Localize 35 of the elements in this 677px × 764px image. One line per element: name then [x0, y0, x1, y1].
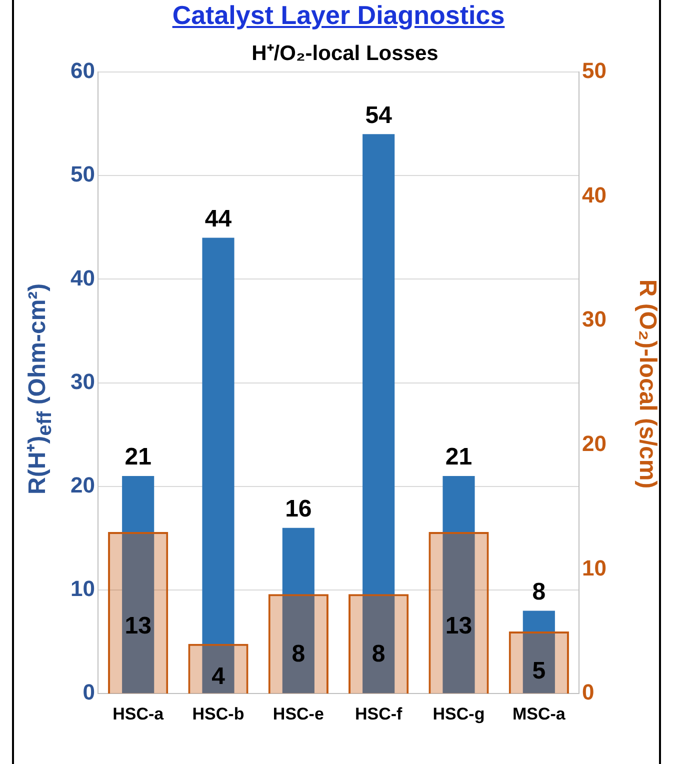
data-label: 21 — [445, 444, 472, 471]
y2-tick-label: 40 — [582, 182, 606, 208]
y-tick-label: 30 — [70, 368, 95, 394]
data-label: 8 — [292, 640, 306, 668]
y-tick-label: 50 — [70, 162, 95, 187]
x-tick-label: HSC-e — [272, 704, 324, 724]
y-tick-label: 10 — [70, 576, 95, 602]
x-tick-label: MSC-a — [512, 704, 566, 724]
data-label: 16 — [285, 495, 312, 522]
data-label: 54 — [365, 102, 393, 129]
y-tick-label: 0 — [82, 680, 95, 705]
data-label: 5 — [532, 657, 546, 684]
y2-axis-title: R (O₂)-local (s/cm) — [633, 278, 661, 491]
x-tick-label: HSC-a — [112, 704, 164, 724]
y2-tick-label: 0 — [582, 680, 594, 705]
y-tick-label: 60 — [70, 58, 95, 84]
x-tick-label: HSC-b — [192, 704, 244, 724]
data-label: 4 — [212, 662, 226, 690]
y2-tick-label: 50 — [582, 58, 606, 84]
data-label: 8 — [372, 640, 386, 668]
y-tick-label: 40 — [70, 265, 95, 290]
x-tick-label: HSC-f — [354, 704, 403, 724]
bar — [348, 594, 409, 694]
chart-title: Catalyst Layer Diagnostics — [171, 0, 506, 31]
y2-tick-label: 30 — [582, 306, 606, 332]
y2-tick-label: 20 — [582, 431, 606, 456]
y-tick-label: 20 — [70, 472, 95, 498]
x-tick-label: HSC-g — [432, 704, 485, 724]
chart-subtitle: H⁺/O₂-local Losses — [250, 41, 440, 66]
data-label: 44 — [204, 205, 232, 232]
data-label: 13 — [124, 612, 152, 640]
data-label: 8 — [532, 578, 546, 606]
data-label: 13 — [445, 612, 472, 640]
y2-tick-label: 10 — [582, 555, 606, 580]
data-label: 21 — [124, 444, 152, 471]
